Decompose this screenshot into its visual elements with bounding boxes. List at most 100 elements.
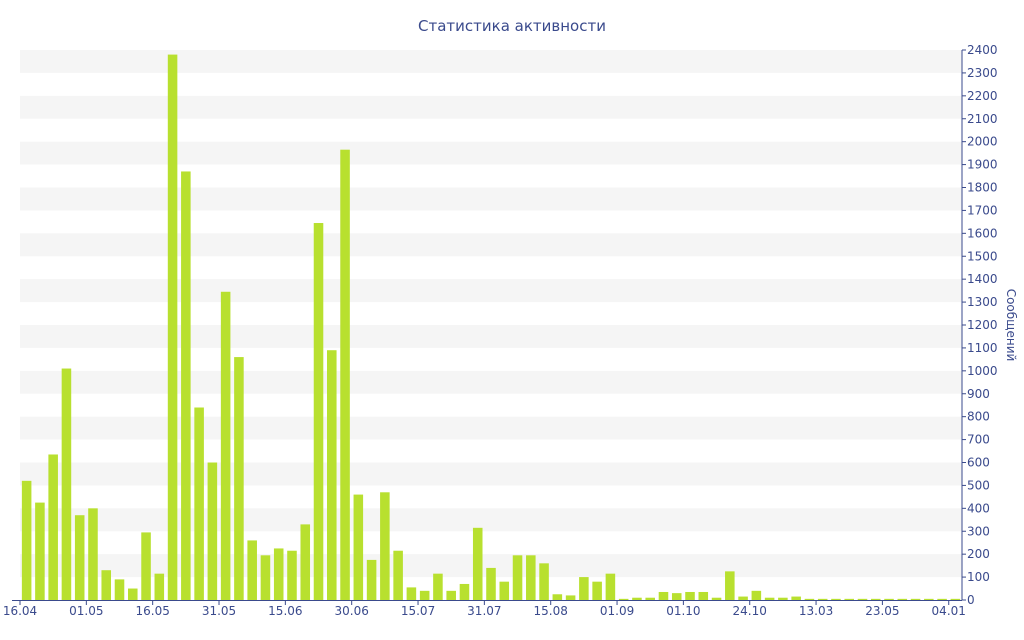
bar	[711, 597, 722, 600]
x-tick-label: 16.05	[135, 604, 169, 618]
bar	[260, 555, 271, 600]
bar	[114, 579, 125, 601]
bar	[234, 357, 244, 600]
y-axis-title: Сообщений	[1004, 289, 1018, 362]
x-tick-label: 13.03	[799, 604, 833, 618]
bar	[870, 598, 881, 600]
bar	[857, 598, 868, 600]
y-tick-label: 200	[967, 547, 990, 561]
bar	[380, 492, 390, 600]
chart-title: Статистика активности	[418, 17, 606, 35]
bar	[181, 171, 191, 600]
grid-bands	[20, 50, 962, 578]
y-tick-label: 2400	[967, 43, 998, 57]
grid-band	[20, 141, 962, 165]
bar	[340, 149, 350, 600]
grid-band	[20, 95, 962, 119]
y-tick-label: 2000	[967, 135, 998, 149]
y-tick-label: 900	[967, 387, 990, 401]
bar	[128, 588, 138, 600]
bar	[658, 591, 669, 600]
grid-band	[20, 462, 962, 486]
x-tick-label: 01.05	[69, 604, 103, 618]
bar	[273, 548, 284, 600]
y-tick-label: 1600	[967, 226, 998, 240]
y-tick-label: 2100	[967, 112, 998, 126]
y-tick-label: 300	[967, 524, 990, 538]
x-tick-label: 23.05	[865, 604, 899, 618]
y-tick-label: 600	[967, 456, 990, 470]
bar	[433, 573, 443, 600]
y-tick-label: 1500	[967, 249, 998, 263]
bar	[552, 594, 563, 600]
bar	[154, 573, 165, 600]
bar	[937, 598, 947, 600]
y-tick-label: 1900	[967, 158, 998, 172]
y-tick-label: 1100	[967, 341, 998, 355]
x-tick-label: 01.10	[666, 604, 700, 618]
bar	[446, 590, 456, 600]
bar	[459, 583, 470, 600]
bar	[950, 598, 961, 600]
bar	[844, 598, 854, 600]
y-tick-label: 500	[967, 478, 990, 492]
x-tick-label: 31.07	[467, 604, 501, 618]
y-tick-label: 2200	[967, 89, 998, 103]
bar	[526, 555, 536, 600]
bar	[512, 555, 523, 600]
bar	[472, 527, 483, 600]
bar	[88, 508, 98, 600]
bar	[817, 598, 828, 600]
bar	[897, 598, 908, 600]
grid-band	[20, 187, 962, 211]
bar	[778, 597, 788, 600]
x-tick-label: 31.05	[202, 604, 236, 618]
bar	[618, 598, 629, 600]
x-tick-label: 15.06	[268, 604, 302, 618]
bar	[751, 590, 762, 600]
bar	[366, 559, 377, 600]
bar	[499, 581, 510, 600]
bar	[393, 550, 403, 600]
bar	[605, 573, 616, 600]
bar	[419, 590, 430, 600]
bar	[592, 581, 602, 600]
bars-layer	[21, 54, 961, 601]
grid-band	[20, 508, 962, 532]
bar	[141, 532, 151, 600]
y-tick-label: 700	[967, 433, 990, 447]
bar	[645, 597, 655, 600]
bar	[486, 567, 496, 600]
bar	[738, 596, 748, 600]
x-tick-label: 15.07	[401, 604, 435, 618]
bar	[924, 598, 934, 600]
y-tick-label: 1800	[967, 181, 998, 195]
grid-band	[20, 370, 962, 394]
grid-band	[20, 325, 962, 348]
bar	[685, 591, 695, 600]
grid-band	[20, 50, 962, 73]
y-tick-label: 1000	[967, 364, 998, 378]
x-tick-label: 01.09	[600, 604, 634, 618]
y-tick-label: 1300	[967, 295, 998, 309]
x-tick-label: 24.10	[733, 604, 767, 618]
x-tick-label: 04.01	[932, 604, 966, 618]
axes-layer: 0 100 200 300 400 500 600 700 800 900 1000 1100 1200…	[3, 43, 998, 618]
bar	[406, 587, 417, 600]
bar	[632, 597, 642, 600]
bar	[884, 598, 894, 600]
y-tick-label: 400	[967, 501, 990, 515]
x-tick-label: 16.04	[3, 604, 37, 618]
bar	[565, 595, 576, 600]
bar	[764, 597, 775, 600]
y-tick-label: 1400	[967, 272, 998, 286]
bar	[61, 368, 72, 600]
bar	[327, 350, 337, 600]
y-tick-label: 800	[967, 410, 990, 424]
bar	[313, 223, 324, 600]
bar	[831, 598, 841, 600]
grid-band	[20, 233, 962, 257]
bar	[539, 563, 549, 600]
